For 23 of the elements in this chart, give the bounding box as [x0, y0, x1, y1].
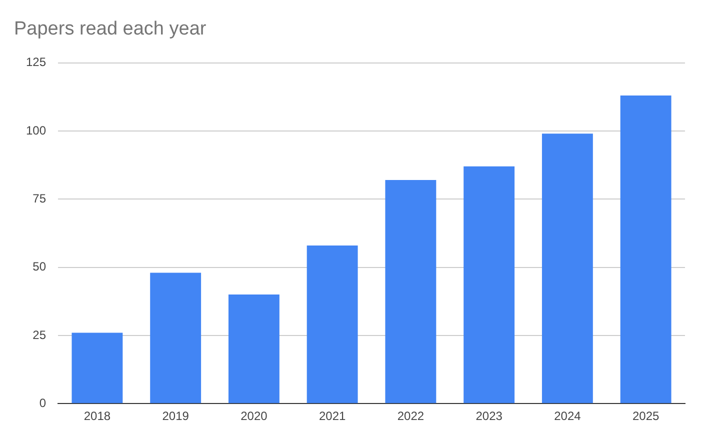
- x-tick-label: 2024: [554, 409, 582, 424]
- bar: [306, 245, 358, 404]
- bar: [620, 96, 672, 404]
- bar: [385, 180, 436, 404]
- y-tick-label: 25: [32, 328, 46, 342]
- bar: [464, 166, 515, 404]
- x-tick-label: 2019: [162, 409, 190, 424]
- x-tick-label: 2018: [84, 409, 111, 424]
- bar: [542, 134, 593, 404]
- x-tick-label: 2020: [240, 409, 268, 424]
- y-tick-label: 0: [39, 396, 46, 410]
- x-tick-label: 2025: [632, 409, 660, 424]
- x-tick-label: 2022: [397, 409, 424, 424]
- chart-title: Papers read each year: [14, 18, 207, 40]
- x-tick-label: 2023: [476, 409, 503, 424]
- x-tick-label: 2021: [318, 409, 346, 424]
- bar: [228, 294, 280, 404]
- bar: [72, 332, 123, 404]
- y-tick-label: 100: [26, 123, 46, 138]
- y-tick-label: 75: [32, 191, 46, 206]
- y-tick-label: 50: [32, 260, 46, 274]
- bar: [150, 272, 202, 404]
- y-tick-label: 125: [26, 55, 46, 70]
